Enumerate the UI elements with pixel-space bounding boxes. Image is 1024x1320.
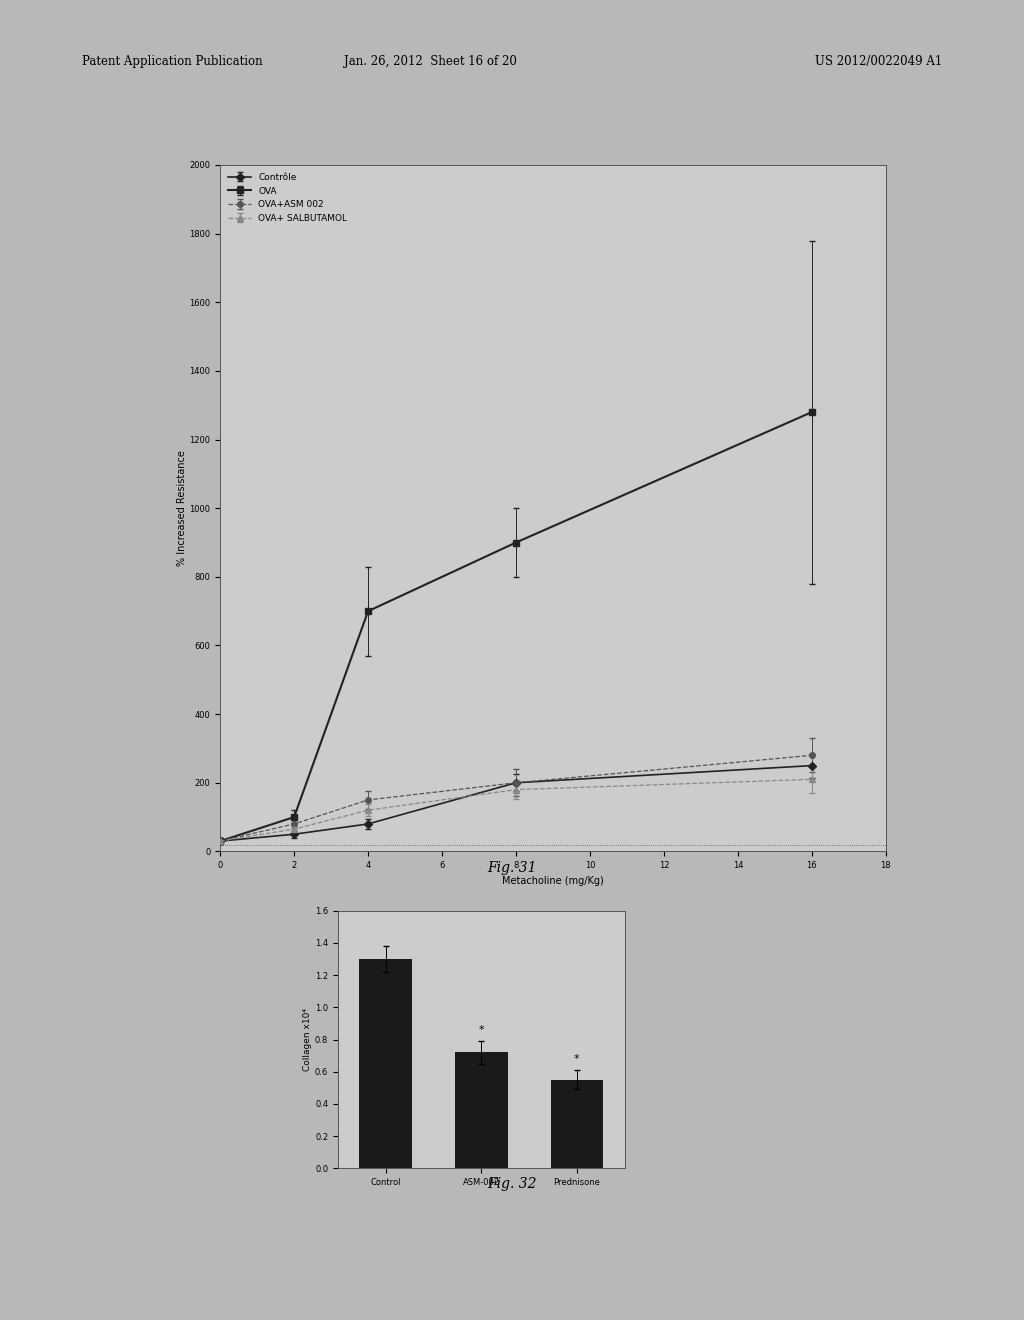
Legend: Contrôle, OVA, OVA+ASM 002, OVA+ SALBUTAMOL: Contrôle, OVA, OVA+ASM 002, OVA+ SALBUTA… (224, 169, 350, 226)
Y-axis label: Collagen x10⁴: Collagen x10⁴ (303, 1008, 312, 1071)
Text: *: * (478, 1024, 484, 1035)
Bar (359, 960, 412, 1168)
Text: US 2012/0022049 A1: US 2012/0022049 A1 (815, 55, 942, 69)
Text: Patent Application Publication: Patent Application Publication (82, 55, 262, 69)
Bar (551, 1080, 603, 1168)
Text: Jan. 26, 2012  Sheet 16 of 20: Jan. 26, 2012 Sheet 16 of 20 (344, 55, 516, 69)
Y-axis label: % Increased Resistance: % Increased Resistance (176, 450, 186, 566)
Text: *: * (574, 1053, 580, 1064)
X-axis label: Metacholine (mg/Kg): Metacholine (mg/Kg) (502, 875, 604, 886)
Text: Fig. 31: Fig. 31 (487, 861, 537, 875)
Bar (455, 1052, 508, 1168)
Text: Fig. 32: Fig. 32 (487, 1177, 537, 1192)
